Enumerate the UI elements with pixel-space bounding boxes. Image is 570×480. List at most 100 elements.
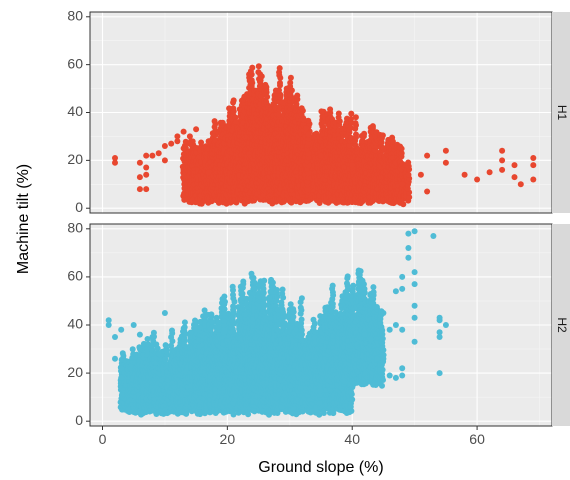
data-point <box>424 188 431 195</box>
data-point <box>112 155 118 161</box>
data-point <box>258 73 265 80</box>
data-point <box>186 133 193 140</box>
y-tick-label: 60 <box>67 55 83 71</box>
data-point <box>379 132 386 139</box>
data-point <box>287 74 294 81</box>
data-point <box>245 411 252 418</box>
data-point <box>294 92 301 99</box>
data-point <box>143 164 150 171</box>
data-point <box>380 145 387 152</box>
data-point <box>180 145 187 152</box>
data-point <box>161 157 168 164</box>
data-point <box>255 69 262 76</box>
data-point <box>143 186 150 193</box>
data-point <box>263 98 270 105</box>
data-point <box>276 65 283 72</box>
data-point <box>161 143 168 149</box>
data-point <box>181 319 188 326</box>
data-point <box>369 123 376 130</box>
data-point <box>461 171 468 178</box>
data-point <box>233 118 239 125</box>
data-point <box>424 152 431 159</box>
data-point <box>263 84 270 91</box>
data-point <box>169 327 175 334</box>
data-point <box>155 150 162 157</box>
data-point <box>293 101 300 108</box>
data-point <box>399 181 406 188</box>
data-point <box>348 116 354 122</box>
data-point <box>255 63 262 70</box>
data-point <box>205 169 212 176</box>
data-point <box>174 138 181 145</box>
data-point <box>346 142 353 149</box>
data-point <box>136 159 143 166</box>
data-point <box>442 159 449 166</box>
panel-h1-strip-label: H1 <box>555 105 569 121</box>
data-point <box>397 143 404 150</box>
data-point <box>298 105 305 112</box>
y-tick-label: 0 <box>75 199 83 215</box>
data-point <box>352 114 359 121</box>
data-point <box>119 350 126 357</box>
data-point <box>530 162 537 169</box>
data-point <box>219 119 226 126</box>
data-point <box>136 186 143 193</box>
data-point <box>530 155 537 161</box>
data-point <box>153 341 160 348</box>
data-point <box>277 80 283 86</box>
data-point <box>230 97 237 104</box>
data-point <box>143 171 150 178</box>
data-point <box>186 140 193 147</box>
data-point <box>348 110 355 117</box>
data-point <box>143 152 150 159</box>
data-point <box>400 201 407 208</box>
data-point <box>406 194 413 201</box>
data-point <box>361 130 368 137</box>
data-point <box>517 181 524 188</box>
data-point <box>320 124 327 131</box>
data-point <box>405 159 412 166</box>
data-point <box>327 106 334 113</box>
data-point <box>486 169 493 176</box>
data-point <box>372 148 379 154</box>
data-point <box>511 162 518 169</box>
data-point <box>129 346 136 353</box>
data-point <box>303 125 310 132</box>
data-point <box>249 64 256 71</box>
data-point <box>162 342 169 349</box>
data-point <box>136 174 143 181</box>
data-point <box>511 174 518 181</box>
data-point <box>530 176 537 183</box>
data-point <box>305 117 312 124</box>
data-point <box>499 166 506 173</box>
data-point <box>300 116 307 123</box>
data-point <box>305 131 312 138</box>
data-point <box>349 162 356 169</box>
data-point <box>168 140 175 147</box>
data-point <box>205 138 212 145</box>
data-point <box>442 147 449 154</box>
y-tick-label: 80 <box>67 7 83 23</box>
data-point <box>378 139 385 146</box>
data-point <box>417 171 424 178</box>
data-point <box>353 131 359 138</box>
data-point <box>499 147 506 154</box>
data-point <box>499 157 506 164</box>
data-point <box>198 139 205 146</box>
y-tick-label: 20 <box>67 151 83 167</box>
data-point <box>230 105 237 112</box>
data-point <box>248 77 255 84</box>
data-point <box>359 138 366 145</box>
data-point <box>474 176 481 183</box>
data-point <box>405 171 412 178</box>
data-point <box>389 138 396 145</box>
panel-h1-points <box>112 63 537 208</box>
data-point <box>264 93 271 100</box>
data-point <box>193 126 200 133</box>
data-point <box>226 105 233 112</box>
data-point <box>149 152 156 159</box>
